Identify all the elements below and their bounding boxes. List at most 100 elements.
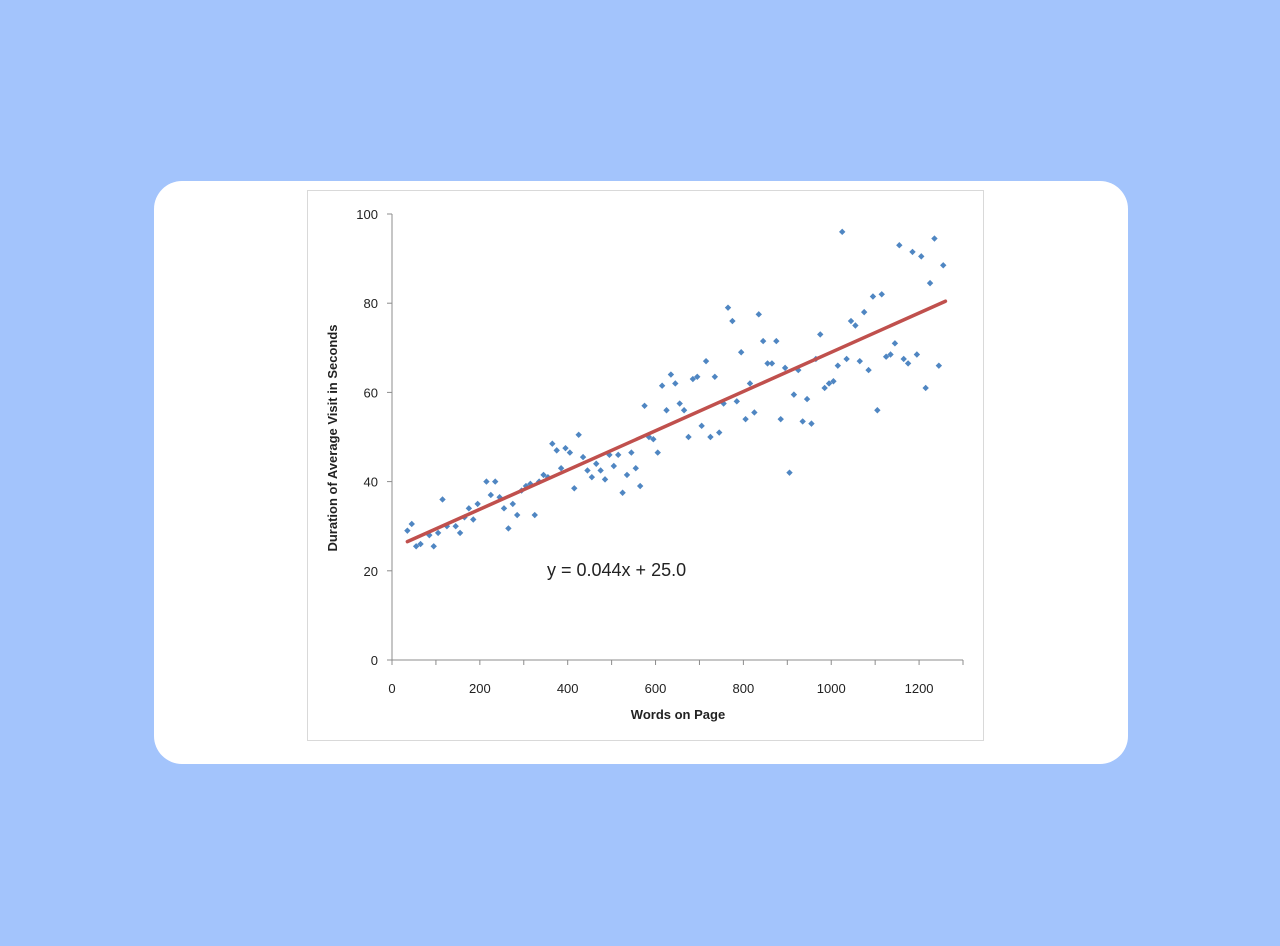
data-point bbox=[619, 489, 626, 496]
data-point bbox=[878, 291, 885, 298]
data-point bbox=[531, 511, 538, 519]
data-point bbox=[483, 478, 490, 485]
data-point bbox=[843, 355, 850, 363]
trendline bbox=[405, 299, 948, 544]
data-point bbox=[751, 409, 758, 416]
data-point bbox=[439, 496, 446, 503]
data-point bbox=[540, 471, 547, 479]
data-point bbox=[874, 407, 881, 414]
y-tick-label: 60 bbox=[364, 385, 378, 400]
data-point bbox=[724, 304, 732, 311]
data-point bbox=[636, 482, 644, 490]
data-point bbox=[940, 262, 947, 269]
data-point bbox=[865, 366, 872, 374]
y-tick-label: 40 bbox=[364, 475, 378, 490]
data-point bbox=[650, 436, 657, 443]
data-point bbox=[869, 293, 877, 300]
data-point bbox=[711, 373, 719, 380]
data-point bbox=[918, 253, 925, 260]
data-point bbox=[913, 351, 921, 358]
data-point bbox=[882, 353, 890, 360]
data-point bbox=[412, 543, 420, 550]
data-point bbox=[790, 391, 798, 398]
y-tick-label: 20 bbox=[364, 564, 378, 579]
data-point bbox=[909, 248, 916, 256]
data-point bbox=[628, 449, 635, 456]
data-point bbox=[658, 382, 666, 389]
data-point bbox=[632, 465, 639, 472]
y-tick-label: 80 bbox=[364, 296, 378, 311]
data-point bbox=[527, 480, 534, 488]
data-point bbox=[764, 360, 771, 367]
data-point bbox=[742, 415, 749, 423]
x-tick-label: 600 bbox=[645, 681, 667, 696]
data-point bbox=[922, 384, 929, 392]
data-point bbox=[553, 447, 560, 454]
data-point bbox=[579, 453, 587, 461]
data-point bbox=[566, 449, 574, 456]
data-point bbox=[856, 357, 863, 365]
data-point bbox=[702, 357, 710, 365]
x-tick-label: 800 bbox=[733, 681, 755, 696]
data-point bbox=[601, 476, 609, 483]
data-point bbox=[465, 505, 473, 512]
x-tick-label: 200 bbox=[469, 681, 491, 696]
data-point bbox=[500, 505, 508, 512]
data-point bbox=[755, 311, 762, 318]
data-point bbox=[904, 360, 912, 367]
data-point bbox=[672, 380, 679, 387]
data-point bbox=[522, 482, 530, 490]
data-point bbox=[935, 362, 943, 369]
y-tick-label: 0 bbox=[371, 653, 378, 668]
data-point bbox=[860, 308, 868, 316]
data-point bbox=[663, 407, 670, 414]
data-point bbox=[900, 355, 907, 363]
data-point bbox=[680, 407, 688, 414]
data-point bbox=[575, 431, 582, 438]
data-point bbox=[430, 543, 437, 550]
data-point bbox=[456, 529, 464, 537]
data-point bbox=[557, 465, 565, 472]
x-axis-title: Words on Page bbox=[631, 707, 725, 722]
data-point bbox=[641, 402, 648, 409]
data-point bbox=[654, 449, 661, 456]
data-point bbox=[593, 460, 600, 467]
data-point bbox=[733, 398, 740, 405]
data-point bbox=[610, 462, 618, 470]
data-point bbox=[509, 500, 516, 508]
data-point bbox=[505, 525, 512, 532]
data-point bbox=[777, 415, 784, 423]
data-point bbox=[645, 433, 653, 441]
data-point bbox=[707, 433, 714, 441]
data-point bbox=[694, 373, 701, 380]
data-point bbox=[443, 523, 451, 530]
data-point bbox=[689, 375, 697, 383]
data-point bbox=[408, 520, 415, 528]
x-tick-label: 1200 bbox=[905, 681, 934, 696]
data-point bbox=[926, 279, 934, 287]
data-point bbox=[852, 322, 859, 329]
data-point bbox=[571, 485, 578, 492]
data-point bbox=[588, 473, 596, 481]
data-point bbox=[773, 337, 780, 345]
data-point bbox=[931, 235, 938, 242]
data-point bbox=[716, 429, 723, 436]
y-tick-label: 100 bbox=[356, 207, 378, 222]
data-point bbox=[825, 380, 833, 387]
data-point bbox=[759, 337, 767, 345]
data-point bbox=[803, 395, 811, 403]
data-point bbox=[808, 420, 815, 427]
y-axis-title: Duration of Average Visit in Seconds bbox=[325, 324, 340, 551]
data-point bbox=[821, 384, 828, 392]
x-tick-label: 1000 bbox=[817, 681, 846, 696]
data-point bbox=[746, 380, 754, 387]
data-points bbox=[404, 228, 947, 550]
data-point bbox=[606, 451, 613, 459]
x-tick-label: 400 bbox=[557, 681, 579, 696]
data-point bbox=[891, 340, 899, 347]
data-point bbox=[817, 331, 824, 338]
data-point bbox=[887, 351, 894, 358]
data-point bbox=[487, 491, 495, 499]
data-point bbox=[615, 451, 622, 459]
data-point bbox=[786, 469, 793, 476]
